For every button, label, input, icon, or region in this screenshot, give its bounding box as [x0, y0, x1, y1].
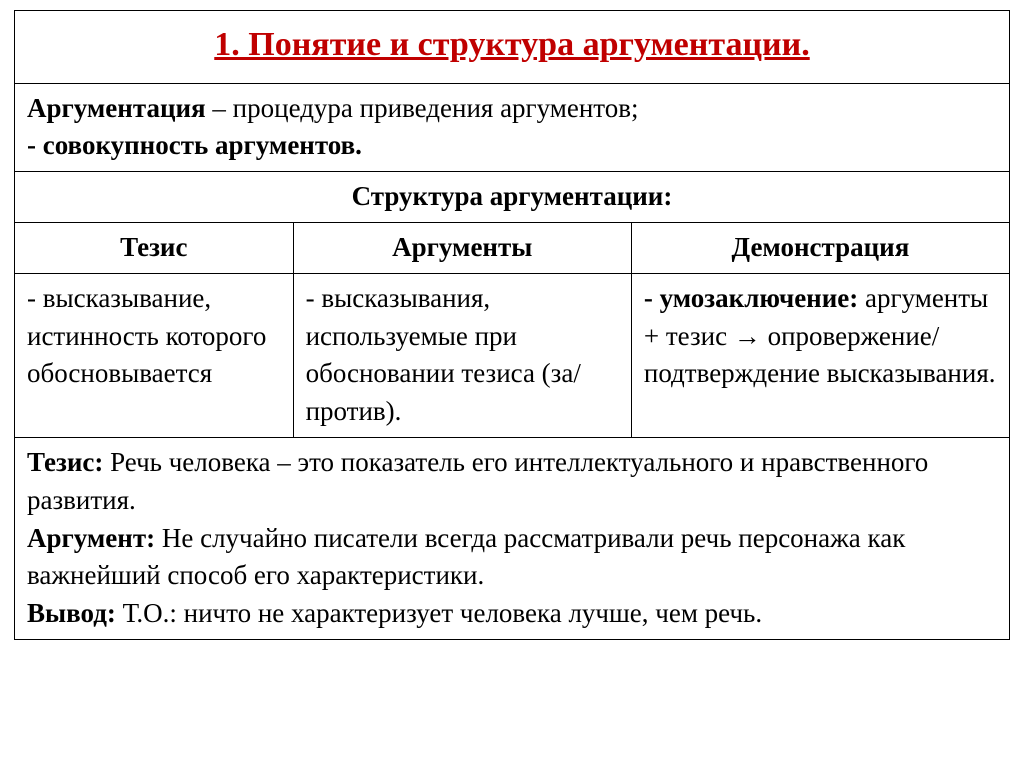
example-thesis-text: Речь человека – это показатель его интел… — [27, 447, 928, 515]
body-demo: - умозаключение: аргументы + тезис → опр… — [631, 273, 1009, 437]
example-concl-label: Вывод: — [27, 598, 116, 628]
table-title: 1. Понятие и структура аргументации. — [15, 11, 1010, 84]
definition-term: Аргументация — [27, 93, 206, 123]
col-header-demo: Демонстрация — [631, 222, 1009, 273]
col-header-thesis: Тезис — [15, 222, 294, 273]
body-demo-label: - умозаключение: — [644, 283, 858, 313]
definition-line1: – процедура приведения аргументов; — [206, 93, 639, 123]
example-arg-label: Аргумент: — [27, 523, 155, 553]
col-header-arguments: Аргументы — [293, 222, 631, 273]
body-arguments: - высказывания, используемые при обоснов… — [293, 273, 631, 437]
definition-row: Аргументация – процедура приведения аргу… — [15, 83, 1010, 172]
examples-row: Тезис: Речь человека – это показатель ег… — [15, 437, 1010, 639]
example-concl-text: Т.О.: ничто не характеризует человека лу… — [116, 598, 762, 628]
example-thesis-label: Тезис: — [27, 447, 103, 477]
example-arg-text: Не случайно писатели всегда рассматривал… — [27, 523, 905, 591]
body-thesis: - высказывание, истинность которого обос… — [15, 273, 294, 437]
definition-line2: - совокупность аргументов. — [27, 130, 362, 160]
section-heading: Структура аргументации: — [15, 172, 1010, 223]
argumentation-structure-table: 1. Понятие и структура аргументации. Арг… — [14, 10, 1010, 640]
